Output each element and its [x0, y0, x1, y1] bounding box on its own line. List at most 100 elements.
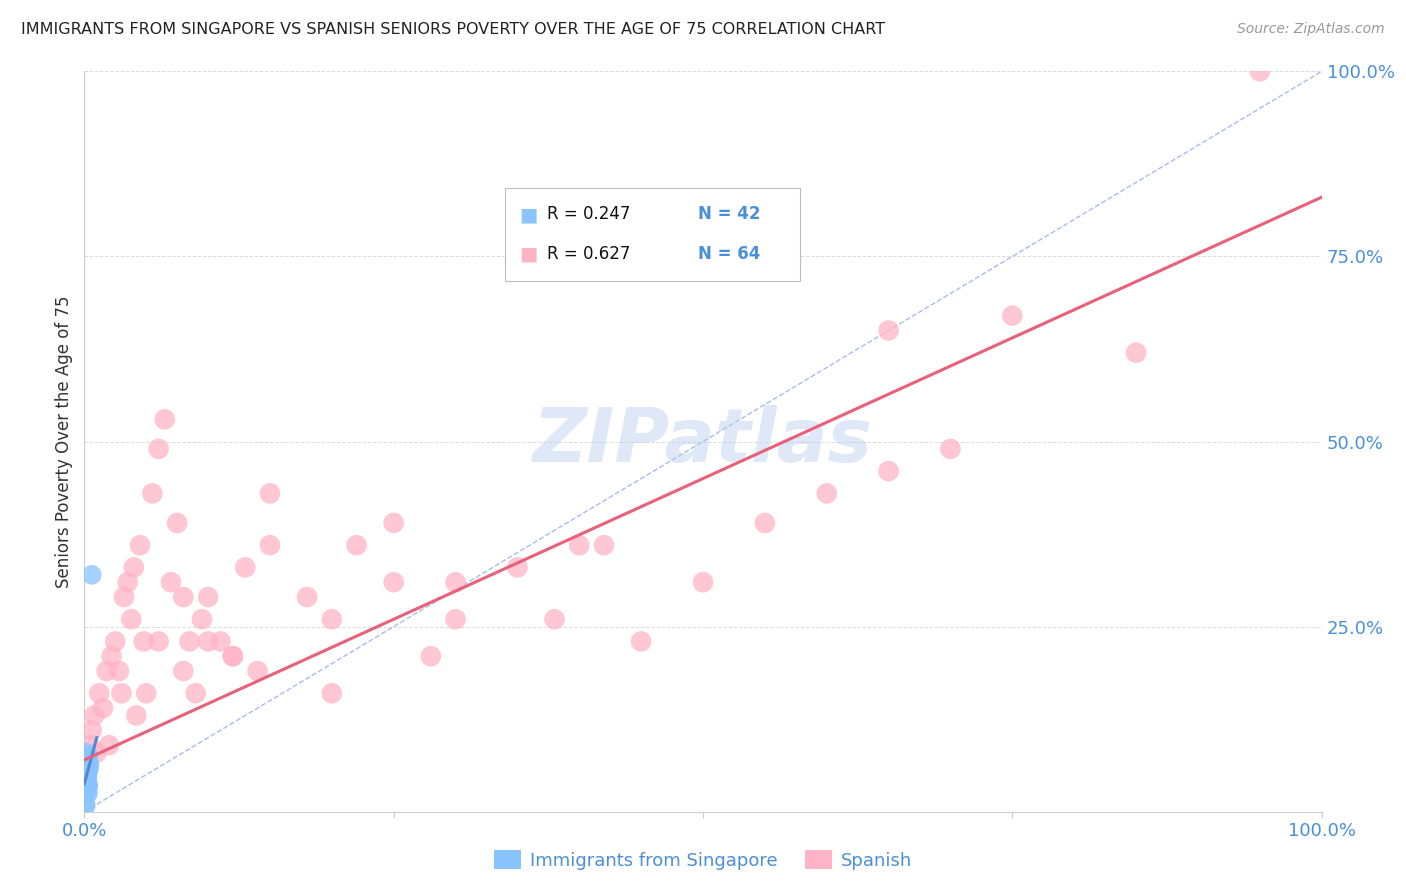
- Point: [630, 634, 652, 648]
- Text: ■: ■: [519, 205, 537, 224]
- Point: [96, 664, 118, 678]
- Point: [76, 772, 98, 786]
- Point: [110, 686, 132, 700]
- Point: [754, 516, 776, 530]
- Point: [108, 664, 131, 678]
- Point: [166, 516, 188, 530]
- Point: [191, 612, 214, 626]
- Point: [153, 412, 176, 426]
- Point: [877, 464, 900, 478]
- Point: [86, 746, 108, 760]
- Text: Source: ZipAtlas.com: Source: ZipAtlas.com: [1237, 22, 1385, 37]
- Point: [692, 575, 714, 590]
- Point: [233, 560, 256, 574]
- Point: [100, 649, 122, 664]
- Text: N = 42: N = 42: [697, 205, 761, 224]
- Point: [75, 782, 97, 797]
- Point: [141, 486, 163, 500]
- Point: [77, 779, 100, 793]
- Point: [76, 764, 98, 778]
- Point: [76, 767, 98, 781]
- Point: [222, 649, 245, 664]
- Point: [593, 538, 616, 552]
- Text: R = 0.627: R = 0.627: [547, 244, 631, 263]
- Point: [75, 756, 97, 771]
- Point: [1249, 64, 1271, 78]
- Text: ZIPatlas: ZIPatlas: [533, 405, 873, 478]
- Point: [80, 567, 103, 582]
- Point: [77, 779, 100, 793]
- Point: [246, 664, 269, 678]
- Point: [179, 634, 201, 648]
- Point: [75, 764, 97, 778]
- Point: [91, 701, 114, 715]
- Point: [75, 764, 97, 778]
- Point: [125, 708, 148, 723]
- Point: [382, 575, 405, 590]
- Point: [104, 634, 127, 648]
- Point: [112, 590, 135, 604]
- Point: [77, 786, 100, 800]
- Point: [1125, 345, 1147, 359]
- Point: [75, 756, 97, 771]
- Point: [568, 538, 591, 552]
- Point: [76, 764, 98, 778]
- Point: [120, 612, 142, 626]
- Point: [76, 772, 98, 786]
- Point: [321, 612, 343, 626]
- Point: [939, 442, 962, 456]
- Point: [877, 324, 900, 338]
- Point: [506, 560, 529, 574]
- Point: [80, 723, 103, 738]
- Point: [129, 538, 152, 552]
- Point: [160, 575, 183, 590]
- Point: [815, 486, 838, 500]
- Point: [79, 760, 101, 774]
- Point: [76, 772, 98, 786]
- Point: [132, 634, 155, 648]
- Point: [75, 782, 97, 797]
- Point: [75, 746, 97, 760]
- Point: [76, 772, 98, 786]
- Point: [76, 779, 98, 793]
- Point: [77, 764, 100, 778]
- Point: [79, 738, 101, 752]
- Point: [77, 779, 100, 793]
- Point: [76, 767, 98, 781]
- Point: [75, 798, 97, 813]
- Point: [89, 686, 111, 700]
- Point: [222, 649, 245, 664]
- Point: [76, 764, 98, 778]
- Point: [76, 775, 98, 789]
- Point: [148, 442, 170, 456]
- Point: [77, 749, 100, 764]
- Point: [76, 779, 98, 793]
- Legend: Immigrants from Singapore, Spanish: Immigrants from Singapore, Spanish: [486, 843, 920, 877]
- Point: [77, 749, 100, 764]
- Point: [77, 760, 100, 774]
- Text: R = 0.247: R = 0.247: [547, 205, 631, 224]
- Point: [76, 775, 98, 789]
- Y-axis label: Seniors Poverty Over the Age of 75: Seniors Poverty Over the Age of 75: [55, 295, 73, 588]
- Point: [77, 756, 100, 771]
- Point: [259, 538, 281, 552]
- Point: [75, 797, 97, 812]
- Point: [1001, 309, 1024, 323]
- Point: [77, 764, 100, 778]
- Point: [321, 686, 343, 700]
- Point: [98, 738, 121, 752]
- Point: [135, 686, 157, 700]
- Point: [83, 708, 105, 723]
- Text: N = 64: N = 64: [697, 244, 761, 263]
- Point: [197, 590, 219, 604]
- Point: [77, 753, 100, 767]
- Point: [172, 590, 194, 604]
- Point: [79, 756, 101, 771]
- Point: [444, 612, 467, 626]
- Point: [117, 575, 139, 590]
- Point: [346, 538, 368, 552]
- Point: [76, 775, 98, 789]
- Text: ■: ■: [519, 244, 537, 263]
- Point: [295, 590, 318, 604]
- Point: [122, 560, 145, 574]
